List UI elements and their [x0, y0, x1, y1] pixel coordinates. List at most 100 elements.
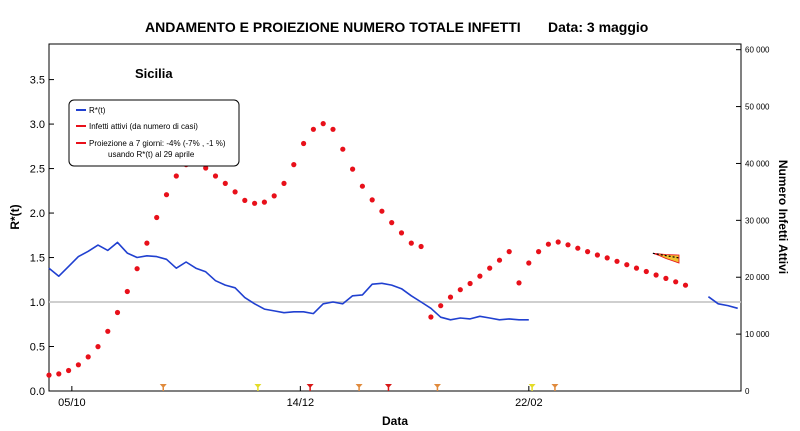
infected-point [487, 265, 493, 271]
infected-point [134, 266, 140, 272]
infected-point [75, 362, 81, 368]
infected-point [163, 192, 170, 198]
y-axis-left-label: R*(t) [8, 204, 22, 229]
legend-label-rt: R*(t) [89, 106, 106, 115]
infected-point [575, 245, 581, 251]
infected-point [359, 183, 365, 189]
infected-point [673, 279, 679, 285]
right-tick-label: 20 000 [745, 273, 770, 282]
infected-point [663, 275, 669, 281]
infected-point [438, 303, 444, 309]
infected-point [633, 265, 640, 271]
infected-point [310, 126, 316, 132]
infected-point [154, 214, 160, 221]
infected-point [212, 173, 219, 179]
infected-point [536, 249, 542, 255]
projection-layer [652, 252, 680, 264]
event-marker-head [355, 384, 363, 388]
infected-point [222, 180, 228, 186]
infected-point [281, 180, 287, 186]
x-axis-ticks: 05/10 14/12 22/02 [58, 386, 543, 409]
right-tick-label: 40 000 [745, 159, 770, 168]
left-axis-ticks: 0.0 0.5 1.0 1.5 2.0 2.5 3.0 3.5 [30, 75, 54, 398]
infected-point [526, 260, 532, 266]
event-marker-head [551, 384, 559, 388]
infected-point [173, 173, 179, 179]
right-axis-ticks: 0 10 000 20 000 30 000 40 000 50 000 60 000 [736, 46, 770, 396]
chart-title: ANDAMENTO E PROIEZIONE NUMERO TOTALE INF… [145, 19, 521, 35]
infected-point [565, 242, 571, 248]
infected-point [604, 255, 610, 261]
y-axis-right-label: Numero Infetti Attivi [776, 160, 790, 274]
infected-point [261, 199, 267, 205]
region-label: Sicilia [135, 66, 173, 81]
left-tick-label: 1.0 [30, 297, 45, 309]
infected-point [389, 220, 395, 226]
infected-point [105, 328, 111, 334]
infected-point [340, 146, 346, 152]
infected-point [585, 249, 591, 255]
left-tick-label: 2.5 [30, 164, 45, 176]
rt-series-line [707, 296, 738, 310]
right-tick-label: 30 000 [745, 216, 770, 225]
left-tick-label: 3.0 [30, 119, 45, 131]
infected-point [291, 162, 297, 168]
infected-point [124, 288, 130, 295]
infected-point [398, 230, 405, 236]
infected-point [144, 240, 150, 246]
infected-point [66, 367, 72, 374]
infected-point [418, 243, 424, 250]
event-markers [159, 384, 559, 391]
event-marker-head [433, 384, 441, 388]
x-axis-label: Data [382, 414, 408, 428]
infected-point [301, 140, 307, 147]
event-marker-head [254, 384, 262, 388]
infected-point [369, 197, 375, 203]
infected-point [506, 249, 512, 255]
event-marker-head [306, 384, 314, 388]
infected-point [682, 282, 689, 288]
infected-point [114, 309, 121, 316]
right-tick-label: 50 000 [745, 103, 770, 112]
infected-point [614, 258, 620, 264]
infected-point [545, 241, 552, 247]
infected-point [653, 272, 659, 278]
right-tick-label: 10 000 [745, 330, 770, 339]
event-marker-head [384, 384, 392, 388]
projection-band [652, 252, 680, 264]
legend-label-projection-note: usando R*(t) al 29 aprile [108, 150, 195, 159]
left-tick-label: 1.5 [30, 253, 45, 265]
infected-point [379, 208, 385, 214]
infected-point [428, 314, 434, 320]
right-tick-label: 60 000 [745, 46, 770, 55]
infected-series [46, 121, 689, 378]
x-tick-label: 05/10 [58, 397, 86, 409]
infected-point [232, 189, 238, 195]
infected-point [624, 262, 630, 268]
infected-point [643, 268, 649, 275]
infected-point [350, 166, 356, 172]
legend-label-infected: Infetti attivi (da numero di casi) [89, 122, 198, 131]
infected-point [477, 273, 483, 279]
left-tick-label: 0.5 [30, 342, 45, 354]
infected-point [555, 239, 561, 245]
rt-series-line [48, 241, 529, 321]
left-tick-label: 0.0 [30, 386, 45, 398]
chart-date: Data: 3 maggio [548, 19, 648, 35]
projection-central-line [652, 252, 680, 259]
infected-point [242, 197, 248, 203]
right-tick-label: 0 [745, 387, 750, 396]
event-marker-head [528, 384, 536, 388]
x-tick-label: 22/02 [515, 397, 543, 409]
infected-point [203, 165, 209, 171]
x-tick-label: 14/12 [287, 397, 315, 409]
legend: R*(t) Infetti attivi (da numero di casi)… [68, 99, 240, 167]
infected-point [594, 252, 601, 258]
event-marker-head [159, 384, 167, 388]
legend-label-projection: Proiezione a 7 giorni: -4% (-7% , -1 %) [89, 139, 226, 148]
infected-point [408, 240, 414, 246]
series-layer [46, 121, 738, 378]
plot-area: 0.0 0.5 1.0 1.5 2.0 2.5 3.0 3.5 0 10 000 20 000 30… [30, 43, 770, 409]
legend-box [68, 99, 240, 167]
